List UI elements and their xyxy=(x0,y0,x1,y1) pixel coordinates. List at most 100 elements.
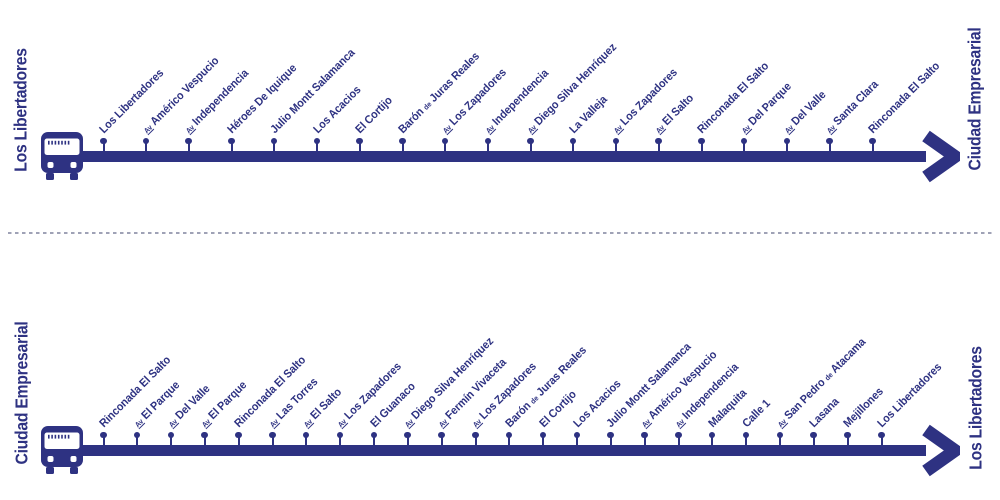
stop-stem xyxy=(273,143,276,152)
stop-marker-icon xyxy=(399,137,406,152)
stop-marker-icon xyxy=(655,137,662,152)
stop-stem xyxy=(700,143,703,152)
stop-marker-icon xyxy=(826,137,833,152)
stop-dot xyxy=(313,137,321,144)
stop-dot xyxy=(270,137,278,144)
stop-marker-icon xyxy=(698,137,705,152)
stop-marker-icon xyxy=(472,431,479,446)
stop-stem xyxy=(203,437,206,446)
stop-marker-icon xyxy=(370,431,378,446)
stop-dot xyxy=(742,431,750,438)
stop-label: Los Libertadores xyxy=(875,361,945,430)
stop-marker-icon xyxy=(441,137,449,152)
stop-stem xyxy=(187,143,190,152)
stop-stem xyxy=(615,143,618,152)
stop-dot xyxy=(399,137,406,144)
stop-marker-icon xyxy=(539,431,547,446)
stop-marker-icon xyxy=(569,137,577,152)
stop-stem xyxy=(444,143,447,152)
stop-dot xyxy=(675,431,682,438)
stop-stem xyxy=(745,437,748,446)
stop-stem xyxy=(339,437,342,446)
stop-label: Lasana xyxy=(807,395,842,430)
stop-dot xyxy=(142,137,150,144)
stop-stem xyxy=(440,437,443,446)
stop-dot xyxy=(569,137,577,144)
stop-stem xyxy=(401,143,404,152)
stop-marker-icon xyxy=(505,431,513,446)
stop-stem xyxy=(305,437,308,446)
stop-dot xyxy=(100,431,107,438)
stop-stem xyxy=(786,143,789,152)
stop-dot xyxy=(370,431,378,438)
stop-marker-icon xyxy=(708,431,716,446)
stop-label: Rinconada El Salto xyxy=(695,60,772,136)
stop-dot xyxy=(235,431,242,438)
stop-dot xyxy=(607,431,614,438)
stop-stem xyxy=(271,437,274,446)
stop-label: Calle 1 xyxy=(740,397,773,430)
stop-dot xyxy=(776,431,784,438)
stop-dot xyxy=(826,137,833,144)
stop-marker-icon xyxy=(100,431,107,446)
stop-marker-icon xyxy=(612,137,620,152)
route-destination-label: Ciudad Empresarial xyxy=(964,27,985,171)
stop-marker-icon xyxy=(484,137,492,152)
stop-stem xyxy=(871,143,874,152)
stop-stem xyxy=(643,437,646,446)
stops-container: Rinconada El Salto Av El Parque Av Del V… xyxy=(0,233,1000,500)
stop-dot xyxy=(783,137,791,144)
stop-stem xyxy=(711,437,714,446)
bus-icon xyxy=(41,426,83,474)
arrow-right-icon xyxy=(922,424,960,477)
stop-marker-icon xyxy=(270,137,278,152)
stop-stem xyxy=(170,437,173,446)
stop-marker-icon xyxy=(100,137,107,152)
stop-dot xyxy=(869,137,876,144)
stop-label: Rinconada El Salto xyxy=(866,60,943,136)
route-line xyxy=(60,151,926,162)
stop-label: El Cortijo xyxy=(353,94,396,136)
stops-container: Los Libertadores Av Américo Vespucio Av … xyxy=(0,0,1000,233)
stop-marker-icon xyxy=(776,431,784,446)
stop-marker-icon xyxy=(783,137,791,152)
stop-marker-icon xyxy=(201,431,208,446)
stop-marker-icon xyxy=(228,137,235,152)
stop-dot xyxy=(708,431,716,438)
route-return: Ciudad Empresarial xyxy=(0,233,1000,500)
stop-dot xyxy=(133,431,141,438)
stop-dot xyxy=(484,137,491,144)
stop-marker-icon xyxy=(302,431,310,446)
stop-stem xyxy=(542,437,545,446)
stop-stem xyxy=(677,437,680,446)
stop-stem xyxy=(743,143,746,152)
stop-stem xyxy=(529,143,532,152)
stop-label: Julio Montt Salamanca xyxy=(268,46,358,136)
stop-stem xyxy=(657,143,660,152)
stop-marker-icon xyxy=(607,431,614,446)
stop-dot xyxy=(505,431,513,438)
stop-dot xyxy=(655,137,662,144)
stop-dot xyxy=(336,431,344,438)
stop-marker-icon xyxy=(869,137,876,152)
stop-dot xyxy=(269,431,276,438)
stop-marker-icon xyxy=(142,137,150,152)
stop-marker-icon xyxy=(573,431,581,446)
arrow-right-icon xyxy=(922,130,960,183)
stop-marker-icon xyxy=(269,431,276,446)
stop-stem xyxy=(828,143,831,152)
stop-marker-icon xyxy=(356,137,363,152)
stop-dot xyxy=(228,137,235,144)
stop-dot xyxy=(167,431,175,438)
stop-dot xyxy=(441,137,449,144)
stop-marker-icon xyxy=(527,137,534,152)
route-outbound: Los Libertadores xyxy=(0,0,1000,233)
stop-stem xyxy=(576,437,579,446)
stop-dot xyxy=(201,431,208,438)
stop-stem xyxy=(358,143,361,152)
stop-label: La Valleja xyxy=(567,93,610,136)
stop-dot xyxy=(438,431,445,438)
stop-marker-icon xyxy=(313,137,321,152)
stop-dot xyxy=(302,431,310,438)
